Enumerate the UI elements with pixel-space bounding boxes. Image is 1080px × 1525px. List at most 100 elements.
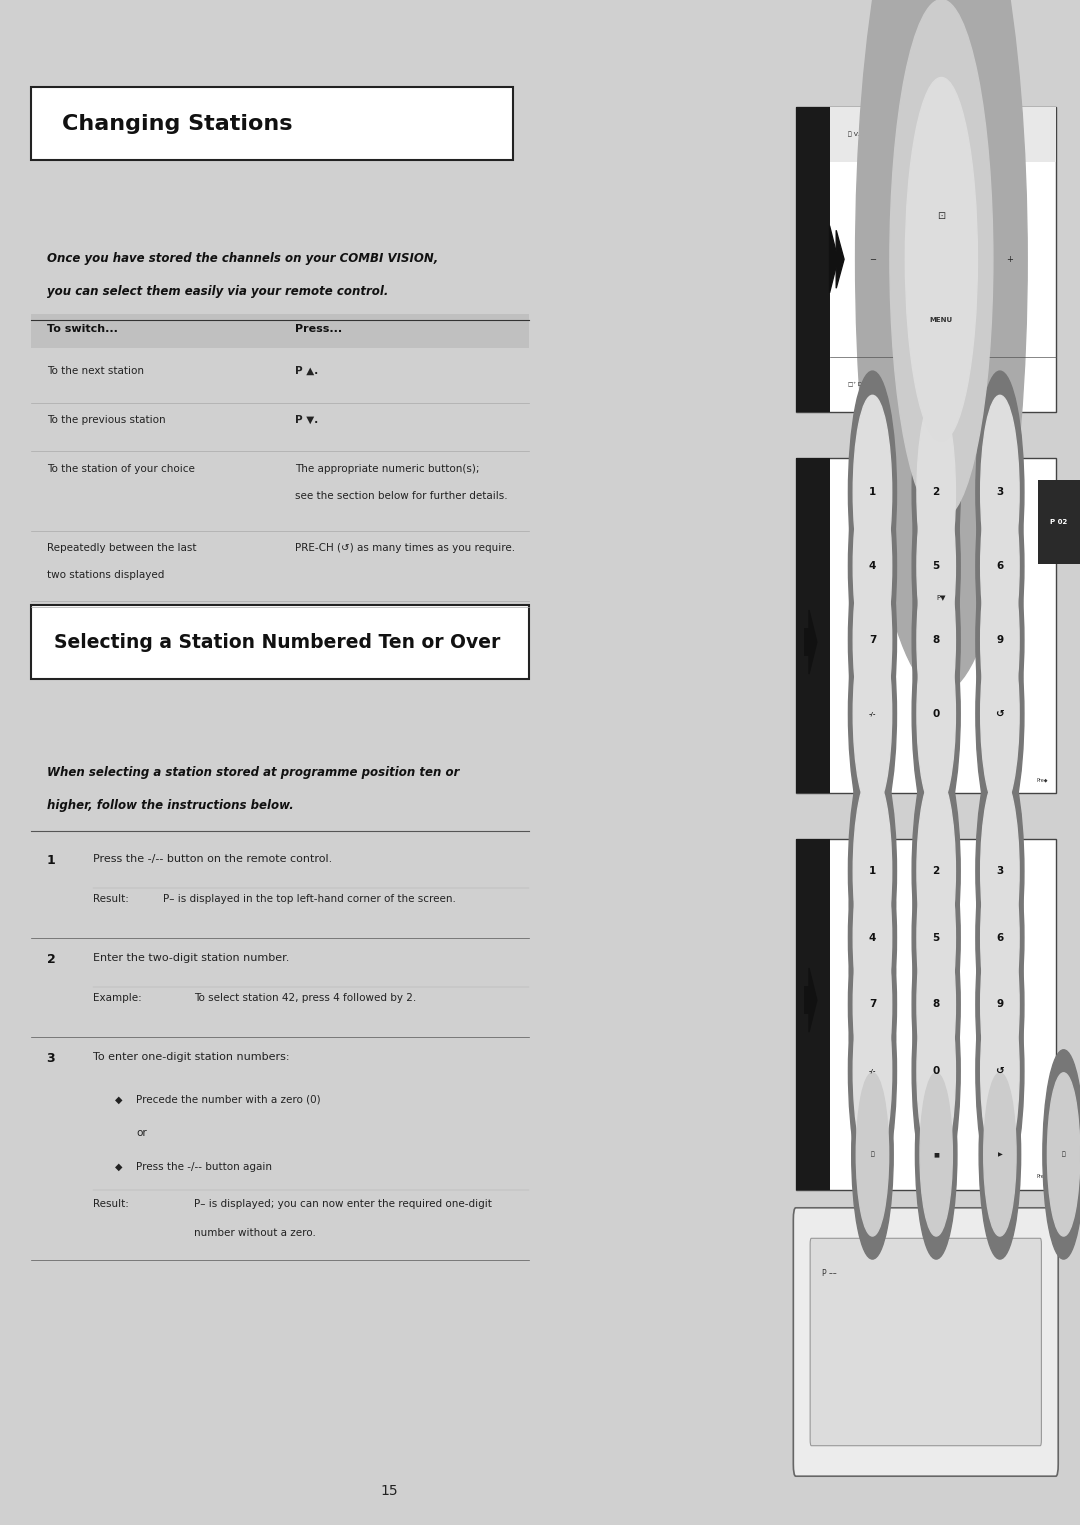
Circle shape <box>849 518 896 761</box>
Circle shape <box>976 445 1024 688</box>
Circle shape <box>853 543 892 737</box>
Circle shape <box>917 840 956 1034</box>
Text: ⊡: ⊡ <box>937 210 945 221</box>
Text: To the next station: To the next station <box>46 366 144 377</box>
Circle shape <box>913 445 960 688</box>
Text: 6: 6 <box>996 561 1003 570</box>
Text: 1: 1 <box>868 488 876 497</box>
Circle shape <box>920 1072 953 1237</box>
Circle shape <box>913 593 960 834</box>
Text: ⧗ V.MENU: ⧗ V.MENU <box>848 131 878 137</box>
Circle shape <box>917 616 956 811</box>
Text: 3: 3 <box>996 866 1003 875</box>
Circle shape <box>853 974 892 1168</box>
Circle shape <box>976 750 1024 993</box>
Text: PRE-CH (↺) as many times as you require.: PRE-CH (↺) as many times as you require. <box>296 543 515 554</box>
Text: ⏪: ⏪ <box>870 1151 875 1157</box>
Circle shape <box>976 883 1024 1125</box>
Text: -/-: -/- <box>868 711 876 717</box>
Circle shape <box>853 775 892 968</box>
Circle shape <box>916 1049 957 1260</box>
Circle shape <box>853 840 892 1034</box>
Text: you can select them easily via your remote control.: you can select them easily via your remo… <box>46 285 388 299</box>
Text: number without a zero.: number without a zero. <box>194 1228 316 1238</box>
Text: Pre◆: Pre◆ <box>1037 1173 1048 1177</box>
Text: P– is displayed; you can now enter the required one-digit: P– is displayed; you can now enter the r… <box>194 1199 492 1209</box>
Circle shape <box>1043 1049 1080 1260</box>
Text: 3: 3 <box>996 488 1003 497</box>
Circle shape <box>976 950 1024 1193</box>
Text: 4: 4 <box>868 561 876 570</box>
Circle shape <box>849 883 896 1125</box>
Text: P ▼.: P ▼. <box>296 415 319 425</box>
FancyBboxPatch shape <box>31 314 529 348</box>
FancyBboxPatch shape <box>31 87 513 160</box>
Text: 1: 1 <box>868 866 876 875</box>
Text: To switch...: To switch... <box>46 325 118 334</box>
Polygon shape <box>809 968 816 1032</box>
Text: Press...: Press... <box>296 325 342 334</box>
Circle shape <box>852 1049 893 1260</box>
Circle shape <box>849 750 896 993</box>
Circle shape <box>855 0 1027 692</box>
Circle shape <box>980 1049 1021 1260</box>
Text: 7: 7 <box>868 634 876 645</box>
Text: ↺: ↺ <box>996 709 1004 718</box>
Circle shape <box>976 593 1024 834</box>
Circle shape <box>856 1072 889 1237</box>
Text: MUTE ●◄: MUTE ●◄ <box>989 131 1018 137</box>
Circle shape <box>917 907 956 1101</box>
Text: Press the -/-- button on the remote control.: Press the -/-- button on the remote cont… <box>93 854 333 865</box>
FancyBboxPatch shape <box>804 987 809 1014</box>
Text: 7: 7 <box>868 999 876 1010</box>
Text: ⏩: ⏩ <box>1062 1151 1066 1157</box>
Circle shape <box>849 816 896 1058</box>
Text: To the previous station: To the previous station <box>46 415 165 425</box>
Text: 5: 5 <box>932 561 940 570</box>
Text: Changing Stations: Changing Stations <box>63 113 293 134</box>
Circle shape <box>913 371 960 613</box>
Circle shape <box>981 775 1020 968</box>
Text: 15: 15 <box>380 1484 397 1499</box>
Text: Result:: Result: <box>93 1199 130 1209</box>
Text: 8: 8 <box>932 999 940 1010</box>
Circle shape <box>913 816 960 1058</box>
Text: To enter one-digit station numbers:: To enter one-digit station numbers: <box>93 1052 289 1063</box>
Text: 5: 5 <box>932 933 940 942</box>
Text: 2: 2 <box>932 866 940 875</box>
Text: -/-: -/- <box>868 1069 876 1074</box>
Circle shape <box>1048 1072 1080 1237</box>
Text: −: − <box>869 255 876 264</box>
Text: 0: 0 <box>932 1066 940 1077</box>
FancyBboxPatch shape <box>796 107 829 412</box>
Circle shape <box>913 950 960 1193</box>
Text: 6: 6 <box>996 933 1003 942</box>
Circle shape <box>849 445 896 688</box>
Circle shape <box>853 907 892 1101</box>
Text: or: or <box>136 1128 147 1139</box>
Text: +: + <box>1007 255 1013 264</box>
Circle shape <box>981 907 1020 1101</box>
FancyBboxPatch shape <box>796 839 829 1190</box>
Circle shape <box>853 470 892 663</box>
Text: ◆: ◆ <box>116 1162 123 1173</box>
Text: The appropriate numeric button(s);: The appropriate numeric button(s); <box>296 464 480 474</box>
Circle shape <box>981 840 1020 1034</box>
Text: 0: 0 <box>932 709 940 718</box>
Text: Once you have stored the channels on your COMBI VISION,: Once you have stored the channels on you… <box>46 252 437 265</box>
Circle shape <box>853 395 892 589</box>
Text: see the section below for further details.: see the section below for further detail… <box>296 491 508 502</box>
Circle shape <box>913 518 960 761</box>
FancyBboxPatch shape <box>796 458 829 793</box>
Circle shape <box>981 974 1020 1168</box>
FancyBboxPatch shape <box>31 605 529 679</box>
Text: ↺: ↺ <box>996 1066 1004 1077</box>
Text: 2: 2 <box>932 488 940 497</box>
Text: P ––: P –– <box>822 1269 837 1278</box>
FancyBboxPatch shape <box>810 1238 1041 1446</box>
Text: 4: 4 <box>868 933 876 942</box>
Circle shape <box>917 543 956 737</box>
Text: 2: 2 <box>46 953 55 967</box>
Text: 9: 9 <box>997 999 1003 1010</box>
Circle shape <box>890 0 993 518</box>
